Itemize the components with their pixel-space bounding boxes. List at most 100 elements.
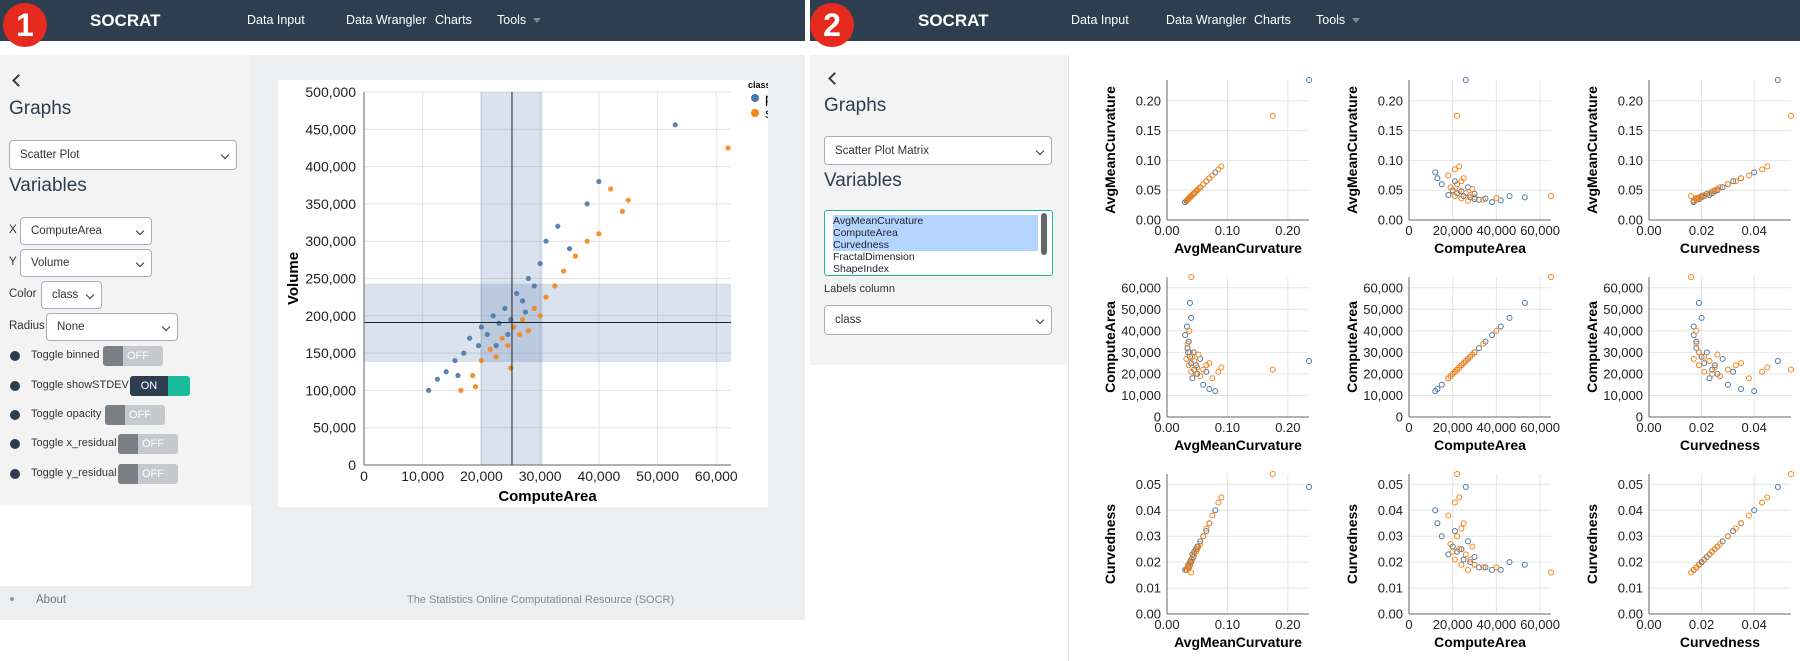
point [1738, 386, 1745, 392]
y-tick-label: 50,000 [1121, 302, 1161, 317]
point [1197, 538, 1204, 545]
point [552, 283, 558, 289]
variable-option[interactable]: Curvedness [833, 239, 1038, 251]
nav-link[interactable]: Data Input [1071, 13, 1129, 27]
point [1200, 381, 1207, 388]
x-axis-title: AvgMeanCurvature [1174, 437, 1302, 453]
y-tick-label: 0.02 [1378, 555, 1403, 570]
y-tick-label: 0.03 [1378, 529, 1403, 544]
brand[interactable]: SOCRAT [918, 11, 989, 30]
point [1438, 181, 1445, 188]
toggle-switch[interactable]: OFF [103, 346, 163, 366]
point [1203, 525, 1210, 532]
x-tick-label: 50,000 [636, 468, 679, 484]
nav-link[interactable]: Tools [497, 13, 527, 27]
point [1183, 323, 1190, 330]
point [1184, 564, 1191, 571]
nav-link[interactable]: Data Input [247, 13, 305, 27]
variable-option[interactable]: ShapeIndex [833, 263, 890, 275]
point [1521, 561, 1528, 568]
point [1745, 375, 1752, 382]
point [672, 122, 678, 128]
y-tick-label: 30,000 [1603, 345, 1643, 360]
brand[interactable]: SOCRAT [90, 11, 161, 30]
labels-select[interactable]: class [824, 305, 1052, 335]
point [1693, 345, 1700, 352]
variable-option[interactable]: ComputeArea [833, 227, 1038, 239]
point [1471, 553, 1478, 560]
navbar [0, 0, 805, 41]
nav-link[interactable]: Charts [1254, 13, 1291, 27]
graph-select[interactable]: Scatter Plot Matrix [824, 136, 1052, 165]
point [1432, 169, 1439, 176]
x-tick-label: 0.00 [1154, 420, 1179, 435]
point [1194, 364, 1201, 371]
point [566, 246, 573, 252]
nav-link[interactable]: Tools [1316, 13, 1346, 27]
point [1548, 569, 1554, 576]
point [1209, 172, 1216, 179]
nav-link[interactable]: Charts [435, 13, 472, 27]
point [1451, 528, 1458, 535]
point [1189, 556, 1196, 563]
point [1714, 543, 1721, 550]
y-tick-label: 0.20 [1378, 93, 1403, 108]
variable-list[interactable]: AvgMeanCurvature ComputeArea Curvedness Fra… [824, 210, 1053, 276]
point [1774, 358, 1781, 364]
y-tick-label: 0 [1636, 410, 1643, 425]
point [1451, 193, 1458, 200]
point [1693, 196, 1700, 203]
point [1709, 188, 1716, 195]
nav-link[interactable]: Data Wrangler [1166, 13, 1247, 27]
y-axis-title: Curvedness [1584, 504, 1600, 584]
point [1690, 355, 1697, 362]
point [1745, 172, 1752, 179]
point [1209, 512, 1216, 519]
about-link[interactable]: About [36, 594, 67, 606]
point [1189, 191, 1196, 198]
variable-option[interactable]: FractalDimension [833, 251, 915, 263]
y-tick-label: 0.04 [1378, 503, 1403, 518]
help-icon[interactable] [10, 381, 20, 391]
y-tick-label: 0.10 [1136, 153, 1161, 168]
point [1462, 483, 1469, 490]
point [519, 316, 526, 323]
y-tick-label: 0.01 [1618, 581, 1643, 596]
toggle-switch[interactable]: OFF [105, 405, 165, 425]
point [1467, 559, 1474, 566]
x-tick-label: 20,000 [1433, 223, 1473, 238]
y-tick-label: 30,000 [1121, 345, 1161, 360]
y-axis-title: AvgMeanCurvature [1584, 86, 1600, 214]
y-tick-label: 500,000 [305, 84, 356, 100]
point [1456, 163, 1463, 170]
toggle-switch[interactable]: ON [130, 376, 190, 396]
point [1732, 525, 1739, 532]
legend-swatch [751, 94, 759, 102]
point [470, 372, 476, 379]
x-tick-label: 0.02 [1689, 420, 1714, 435]
variable-option[interactable]: AvgMeanCurvature [833, 215, 1038, 227]
toggle-switch[interactable]: OFF [118, 434, 178, 454]
point [1695, 299, 1702, 306]
graph-select[interactable]: Scatter Plot [9, 140, 237, 170]
x-axis-title: Curvedness [1680, 634, 1760, 650]
help-icon[interactable] [10, 351, 20, 361]
field-select[interactable]: None [46, 313, 178, 341]
y-tick-label: 0.05 [1618, 183, 1643, 198]
nav-link[interactable]: Data Wrangler [346, 13, 427, 27]
y-tick-label: 200,000 [305, 308, 356, 324]
point [1212, 507, 1219, 514]
y-tick-label: 0.01 [1136, 581, 1161, 596]
point [1184, 196, 1191, 203]
point [1497, 566, 1504, 573]
toggle-switch[interactable]: OFF [118, 464, 178, 484]
field-select[interactable]: Volume [20, 249, 152, 277]
field-select[interactable]: class [41, 281, 102, 309]
field-select[interactable]: ComputeArea [20, 217, 152, 245]
point [1215, 368, 1222, 375]
help-icon[interactable] [10, 439, 20, 449]
point [1193, 548, 1200, 555]
point [1212, 388, 1219, 395]
help-icon[interactable] [10, 469, 20, 479]
help-icon[interactable] [10, 410, 20, 420]
